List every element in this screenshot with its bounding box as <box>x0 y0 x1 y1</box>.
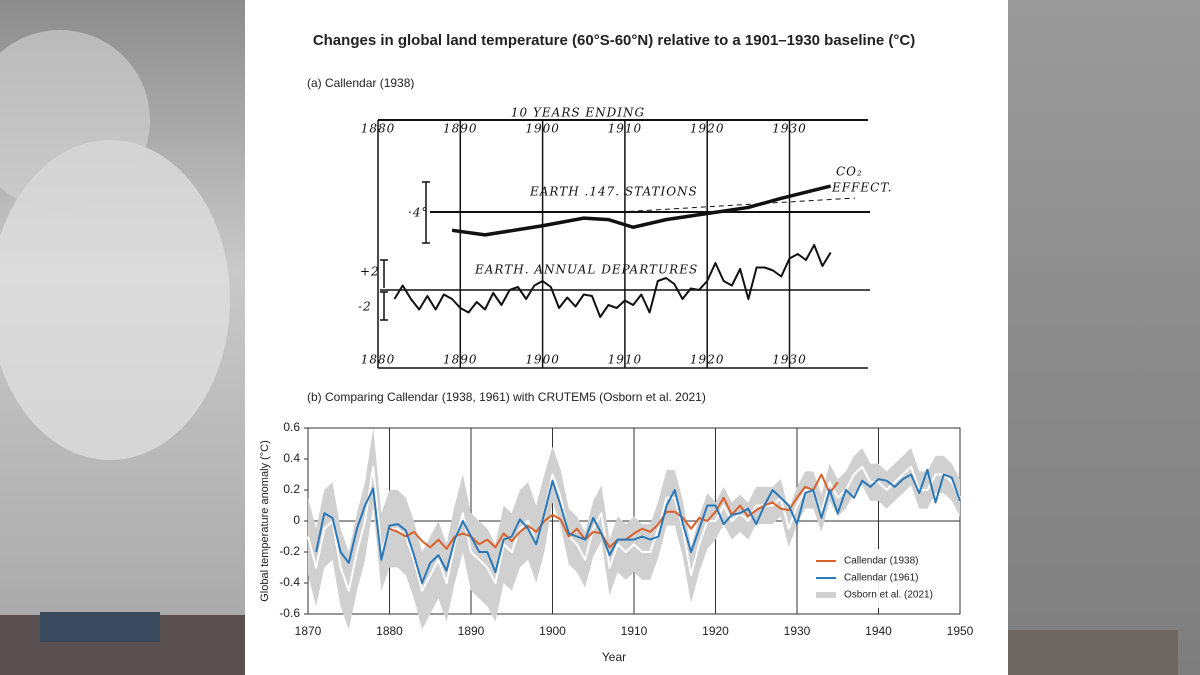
x-tick-label: 1920 <box>690 122 725 136</box>
annotation: +2 <box>360 265 380 279</box>
x-axis-label: 10 YEARS ENDING <box>511 106 645 120</box>
x-tick-label: 1910 <box>621 624 648 638</box>
bracket <box>380 181 430 321</box>
series-line <box>315 468 961 584</box>
x-tick-label: 1930 <box>772 353 807 367</box>
building <box>40 612 160 642</box>
y-tick-label: 0 <box>293 513 300 527</box>
x-tick-label: 1910 <box>608 122 643 136</box>
x-tick-label: 1880 <box>361 122 396 136</box>
background-photo <box>1008 0 1200 675</box>
smoke <box>0 30 150 210</box>
y-tick-label: -0.4 <box>279 575 300 589</box>
uncertainty-band <box>308 428 960 630</box>
y-tick-label: -0.2 <box>279 544 300 558</box>
co2-line <box>619 197 856 213</box>
x-tick-label: 1880 <box>361 353 396 367</box>
annotation: -2 <box>358 300 372 314</box>
page-title: Changes in global land temperature (60°S… <box>313 32 915 49</box>
y-tick-label: 0.6 <box>283 420 300 434</box>
x-tick-label: 1940 <box>865 624 892 638</box>
x-tick-label: 1950 <box>947 624 974 638</box>
annotation: CO₂ <box>836 165 863 179</box>
x-tick-label: 1920 <box>690 353 725 367</box>
chart-title: (b) Comparing Callendar (1938, 1961) wit… <box>307 390 706 404</box>
y-tick-label: 0.2 <box>283 482 300 496</box>
annotation: ·4° <box>408 206 428 220</box>
legend-label: Callendar (1961) <box>844 573 919 584</box>
series-line <box>307 465 961 592</box>
series-line <box>451 184 832 237</box>
x-tick-label: 1870 <box>295 624 322 638</box>
x-tick-label: 1930 <box>772 122 807 136</box>
chart-title: (a) Callendar (1938) <box>307 76 414 90</box>
x-tick-label: 1890 <box>458 624 485 638</box>
x-tick-label: 1900 <box>525 353 560 367</box>
x-tick-label: 1900 <box>539 624 566 638</box>
y-axis-label: Global temperature anomaly (°C) <box>259 440 271 602</box>
smoke <box>0 140 230 460</box>
x-tick-label: 1910 <box>608 353 643 367</box>
x-tick-label: 1880 <box>376 624 403 638</box>
x-tick-label: 1920 <box>702 624 729 638</box>
x-tick-label: 1930 <box>784 624 811 638</box>
series-label: EARTH .147. STATIONS <box>529 185 698 199</box>
legend-label: Osborn et al. (2021) <box>844 590 933 601</box>
x-tick-label: 1890 <box>443 353 478 367</box>
x-axis-label: Year <box>602 650 626 664</box>
annotation: EFFECT. <box>831 181 892 195</box>
x-tick-label: 1900 <box>525 122 560 136</box>
y-tick-label: -0.6 <box>279 606 300 620</box>
series-label: EARTH. ANNUAL DEPARTURES <box>474 263 698 277</box>
x-tick-label: 1890 <box>443 122 478 136</box>
y-tick-label: 0.4 <box>283 451 300 465</box>
building <box>1008 630 1178 675</box>
legend-label: Callendar (1938) <box>844 556 919 567</box>
series-line <box>393 244 832 318</box>
